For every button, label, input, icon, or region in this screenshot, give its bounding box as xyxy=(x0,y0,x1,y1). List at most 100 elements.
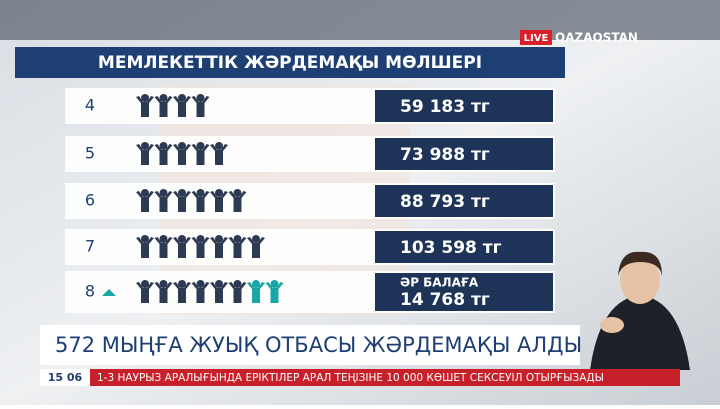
child-head xyxy=(196,280,205,288)
child-body xyxy=(191,96,210,117)
child-head xyxy=(233,280,242,288)
child-body xyxy=(154,237,173,258)
child-body xyxy=(210,237,228,258)
ticker-bar xyxy=(90,369,680,386)
child-head xyxy=(159,189,168,197)
sign-interpreter xyxy=(590,251,690,370)
child-icon xyxy=(136,235,154,258)
amount-box xyxy=(375,185,553,217)
child-body xyxy=(191,237,210,258)
child-head xyxy=(159,94,168,102)
child-head xyxy=(141,142,149,150)
child-icon xyxy=(136,189,154,212)
child-head xyxy=(178,235,186,243)
amount: 14 768 тг xyxy=(400,290,490,310)
child-head xyxy=(159,235,168,243)
child-icon xyxy=(191,189,210,212)
child-icon xyxy=(247,235,265,258)
child-icon xyxy=(136,142,154,165)
child-icon xyxy=(191,235,210,258)
amount-box xyxy=(375,273,553,311)
up-triangle xyxy=(102,289,116,296)
amount: 59 183 тг xyxy=(400,97,490,117)
children-count: 8 xyxy=(85,282,95,301)
child-icon xyxy=(191,280,210,303)
child-body xyxy=(210,191,228,212)
children-count: 5 xyxy=(85,144,95,163)
child-head xyxy=(141,189,149,197)
child-body xyxy=(173,144,191,165)
child-body xyxy=(136,96,154,117)
child-head xyxy=(252,280,260,288)
child-body xyxy=(228,282,247,303)
child-body xyxy=(210,144,228,165)
child-body xyxy=(154,96,173,117)
child-body xyxy=(154,144,173,165)
child-head xyxy=(141,94,149,102)
child-head xyxy=(196,94,205,102)
child-icon xyxy=(228,235,247,258)
child-head xyxy=(141,280,149,288)
child-icon xyxy=(154,280,173,303)
child-icon xyxy=(136,280,154,303)
child-head xyxy=(215,280,223,288)
children-count: 7 xyxy=(85,237,95,256)
child-head xyxy=(215,189,223,197)
child-body xyxy=(191,191,210,212)
child-head xyxy=(215,142,223,150)
child-body xyxy=(228,237,247,258)
child-icon xyxy=(265,280,284,303)
child-body xyxy=(173,282,191,303)
child-icon xyxy=(154,94,173,117)
child-body xyxy=(191,282,210,303)
child-icon xyxy=(173,142,191,165)
children-count: 4 xyxy=(85,96,95,115)
child-icon xyxy=(210,235,228,258)
child-head xyxy=(196,142,205,150)
child-head xyxy=(215,235,223,243)
child-body xyxy=(136,144,154,165)
child-body xyxy=(154,191,173,212)
child-icon xyxy=(173,94,191,117)
child-body xyxy=(265,282,284,303)
amount-note: ӘР БАЛАҒА xyxy=(400,276,479,290)
child-icon xyxy=(154,142,173,165)
amount: 103 598 тг xyxy=(400,238,502,258)
child-icon xyxy=(173,189,191,212)
amount-box xyxy=(375,90,553,122)
child-head xyxy=(233,189,242,197)
child-body xyxy=(154,282,173,303)
child-body xyxy=(136,282,154,303)
child-body xyxy=(191,144,210,165)
rows: 4 59 183 тг 5 73 988 тг 6 88 793 тг 7 103 598 т… xyxy=(65,88,555,313)
children-count: 6 xyxy=(85,191,95,210)
live-badge xyxy=(520,30,552,45)
child-icon xyxy=(247,280,265,303)
child-body xyxy=(210,282,228,303)
child-head xyxy=(141,235,149,243)
child-body xyxy=(173,191,191,212)
child-icon xyxy=(173,280,191,303)
child-icon xyxy=(191,94,210,117)
child-icon xyxy=(173,235,191,258)
child-head xyxy=(178,142,186,150)
amount: 73 988 тг xyxy=(400,145,490,165)
map-strip xyxy=(0,0,720,40)
child-icon xyxy=(154,235,173,258)
child-icon xyxy=(210,280,228,303)
child-head xyxy=(159,142,168,150)
child-head xyxy=(270,280,279,288)
child-body xyxy=(173,237,191,258)
child-body xyxy=(247,282,265,303)
child-head xyxy=(196,235,205,243)
child-body xyxy=(228,191,247,212)
child-icon xyxy=(136,94,154,117)
live-text: LIVE xyxy=(524,33,549,44)
title: МЕМЛЕКЕТТІК ЖӘРДЕМАҚЫ МӨЛШЕРІ xyxy=(98,53,482,73)
child-body xyxy=(247,237,265,258)
child-head xyxy=(178,94,186,102)
child-body xyxy=(136,191,154,212)
child-icon xyxy=(154,189,173,212)
